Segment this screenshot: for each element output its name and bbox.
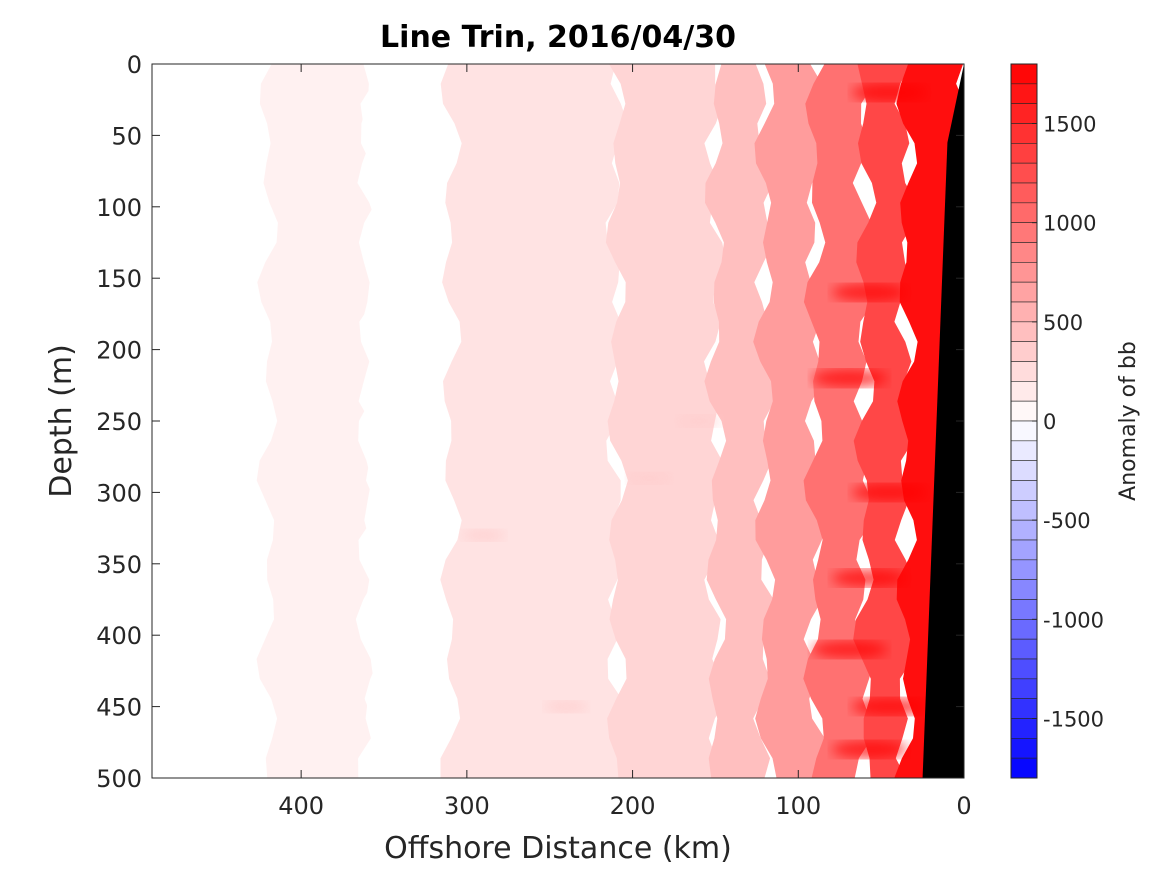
- x-axis: 400 300 200 100 0: [278, 64, 972, 820]
- anomaly-eddy: [676, 415, 721, 427]
- y-tick-label: 100: [96, 194, 142, 222]
- anomaly-eddy: [831, 283, 908, 302]
- anomaly-band: [803, 64, 875, 778]
- colorbar-swatch: [1010, 162, 1038, 184]
- x-tick-label: 400: [278, 792, 324, 820]
- colorbar-swatch: [1010, 599, 1038, 620]
- colorbar-swatch: [1010, 262, 1038, 283]
- plot-area: [151, 63, 965, 779]
- colorbar-swatch: [1010, 440, 1038, 461]
- colorbar-tick-label: -500: [1043, 509, 1091, 533]
- colorbar-swatch: [1010, 420, 1038, 442]
- colorbar-swatch: [1010, 123, 1038, 144]
- y-tick-label: 0: [127, 51, 142, 79]
- anomaly-eddy: [831, 569, 908, 588]
- x-axis-label: Offshore Distance (km): [384, 831, 732, 866]
- colorbar-swatch: [1010, 143, 1038, 164]
- y-tick-label: 450: [96, 694, 142, 722]
- colorbar-swatch: [1010, 678, 1038, 699]
- colorbar-tick-label: 1000: [1043, 212, 1096, 236]
- colorbar-swatch: [1010, 242, 1038, 263]
- anomaly-eddy: [811, 369, 888, 388]
- colorbar-swatch: [1010, 718, 1038, 739]
- anomaly-band: [704, 64, 776, 778]
- colorbar-swatch: [1010, 619, 1038, 640]
- anomaly-band: [440, 64, 628, 778]
- colorbar-swatch: [1010, 480, 1038, 501]
- y-tick-label: 350: [96, 551, 142, 579]
- colorbar-swatch: [1010, 103, 1038, 124]
- y-tick-label: 150: [96, 265, 142, 293]
- colorbar-swatch: [1010, 182, 1038, 204]
- y-tick-label: 200: [96, 337, 142, 365]
- colorbar-tick-label: -1000: [1043, 608, 1104, 632]
- colorbar-swatch: [1010, 500, 1038, 521]
- colorbar-swatch: [1010, 321, 1038, 342]
- anomaly-band: [753, 64, 825, 778]
- anomaly-eddy: [627, 472, 672, 485]
- colorbar-swatch: [1010, 83, 1038, 104]
- colorbar-swatch: [1010, 559, 1038, 580]
- colorbar-swatch: [1010, 202, 1038, 223]
- anomaly-eddy: [544, 700, 589, 713]
- colorbar-swatch: [1010, 460, 1038, 481]
- chart-title: Line Trin, 2016/04/30: [380, 20, 736, 55]
- colorbar-swatch: [1010, 539, 1038, 561]
- colorbar: 1500 1000 500 0 -500 -1000 -1500: [1010, 63, 1104, 779]
- x-tick-label: 0: [956, 792, 971, 820]
- y-axis: 0 50 100 150 200 250 300 350 400 450 500: [96, 51, 964, 793]
- anomaly-band: [256, 64, 379, 778]
- colorbar-swatch: [1010, 519, 1038, 541]
- x-tick-label: 300: [444, 792, 490, 820]
- colorbar-label: Anomaly of bb: [1116, 341, 1141, 501]
- anomaly-band: [605, 64, 727, 778]
- anomaly-field: [152, 64, 964, 778]
- colorbar-swatch: [1010, 738, 1038, 759]
- anomaly-eddy: [461, 529, 506, 542]
- anomaly-eddy: [851, 697, 928, 716]
- anomaly-eddy: [811, 640, 888, 659]
- anomaly-eddy: [831, 740, 908, 759]
- colorbar-swatch: [1010, 698, 1038, 719]
- anomaly-band: [152, 64, 280, 778]
- y-tick-label: 250: [96, 408, 142, 436]
- colorbar-swatch: [1010, 281, 1038, 303]
- colorbar-swatch: [1010, 361, 1038, 382]
- colorbar-swatch: [1010, 638, 1038, 660]
- colorbar-swatch: [1010, 301, 1038, 323]
- colorbar-swatch: [1010, 579, 1038, 600]
- y-tick-label: 300: [96, 479, 142, 507]
- y-axis-label: Depth (m): [44, 344, 79, 498]
- anomaly-eddies: [461, 83, 928, 759]
- anomaly-band: [355, 64, 462, 778]
- y-tick-label: 500: [96, 765, 142, 793]
- colorbar-tick-label: -1500: [1043, 708, 1104, 732]
- colorbar-tick-label: 1500: [1043, 113, 1096, 137]
- anomaly-eddy: [851, 483, 928, 502]
- colorbar-tick-label: 0: [1043, 410, 1056, 434]
- colorbar-swatch: [1010, 757, 1038, 779]
- colorbar-swatch: [1010, 222, 1038, 243]
- colorbar-swatch: [1010, 400, 1038, 422]
- seafloor-shape: [922, 64, 964, 778]
- y-tick-label: 50: [111, 122, 142, 150]
- colorbar-swatch: [1010, 381, 1038, 402]
- colorbar-swatch: [1010, 63, 1038, 85]
- y-tick-label: 400: [96, 622, 142, 650]
- colorbar-tick-label: 500: [1043, 311, 1083, 335]
- colorbar-swatch: [1010, 658, 1038, 680]
- x-tick-label: 100: [775, 792, 821, 820]
- colorbar-swatch: [1010, 341, 1038, 362]
- anomaly-eddy: [851, 83, 928, 102]
- x-tick-label: 200: [610, 792, 656, 820]
